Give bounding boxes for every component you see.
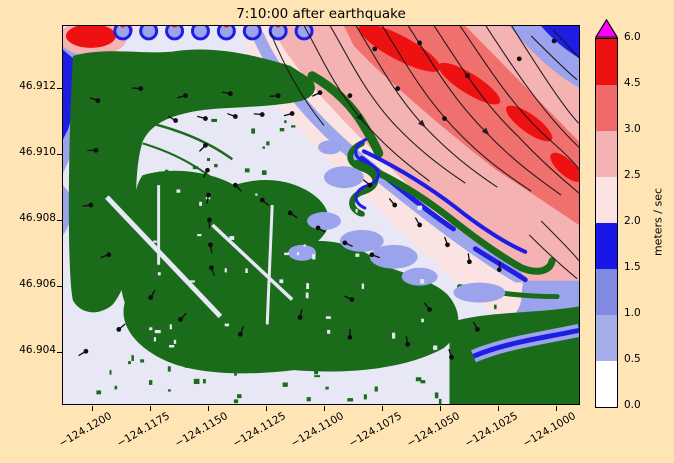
land-masses: [68, 49, 579, 404]
x-tick-mark: [382, 406, 383, 411]
top-inlets: [113, 26, 314, 41]
y-tick-label: 46.910: [19, 146, 56, 158]
x-tick-mark: [498, 406, 499, 411]
x-tick-label: −124.1175: [114, 410, 172, 450]
y-tick-label: 46.908: [19, 212, 56, 224]
colorbar-band: [596, 223, 617, 269]
x-tick-mark: [150, 406, 151, 411]
gauge-dots: [78, 38, 557, 360]
plot-area: [62, 25, 580, 405]
speckle-green: [96, 118, 532, 404]
x-tick-label: −124.1025: [462, 410, 520, 450]
colorbar-band: [596, 39, 617, 85]
y-tick-label: 46.904: [19, 344, 56, 356]
streamlines: [269, 26, 579, 280]
river-channels: [288, 137, 579, 363]
x-tick-label: −124.1150: [172, 410, 230, 450]
colorbar-tick-label: 1.5: [624, 261, 641, 273]
colorbar-band: [596, 131, 617, 177]
x-tick-mark: [92, 406, 93, 411]
x-tick-mark: [556, 406, 557, 411]
x-tick-mark: [440, 406, 441, 411]
x-tick-label: −124.1200: [56, 410, 114, 450]
x-tick-label: −124.1100: [288, 410, 346, 450]
y-tick-mark: [57, 88, 62, 89]
colorbar-bands: [595, 38, 618, 408]
y-tick-mark: [57, 352, 62, 353]
colorbar-band: [596, 177, 617, 223]
y-tick-label: 46.912: [19, 80, 56, 92]
colorbar-band: [596, 361, 617, 407]
speckle-holes: [149, 189, 438, 364]
colorbar-over-arrow: [595, 19, 618, 38]
y-tick-label: 46.906: [19, 278, 56, 290]
colorbar-tick-label: 0.5: [624, 353, 641, 365]
colorbar-axis-label: meters / sec: [651, 187, 665, 257]
figure-title: 7:10:00 after earthquake: [236, 6, 406, 22]
y-tick-mark: [57, 154, 62, 155]
colorbar-band: [596, 315, 617, 361]
colorbar-tick-label: 2.5: [624, 169, 641, 181]
y-tick-mark: [57, 220, 62, 221]
colorbar-tick-label: 6.0: [624, 31, 641, 43]
y-tick-mark: [57, 286, 62, 287]
colorbar-band: [596, 85, 617, 131]
colorbar-tick-label: 3.0: [624, 123, 641, 135]
x-tick-label: −124.1000: [520, 410, 578, 450]
colorbar-band: [596, 269, 617, 315]
colorbar-tick-label: 0.0: [624, 399, 641, 411]
x-tick-label: −124.1050: [404, 410, 462, 450]
colorbar-tick-label: 2.0: [624, 215, 641, 227]
x-tick-mark: [208, 406, 209, 411]
x-tick-label: −124.1125: [230, 410, 288, 450]
simulation-map: [63, 26, 579, 404]
x-tick-label: −124.1075: [346, 410, 404, 450]
x-tick-mark: [324, 406, 325, 411]
colorbar-tick-label: 4.5: [624, 77, 641, 89]
colorbar-tick-label: 1.0: [624, 307, 641, 319]
x-tick-mark: [266, 406, 267, 411]
